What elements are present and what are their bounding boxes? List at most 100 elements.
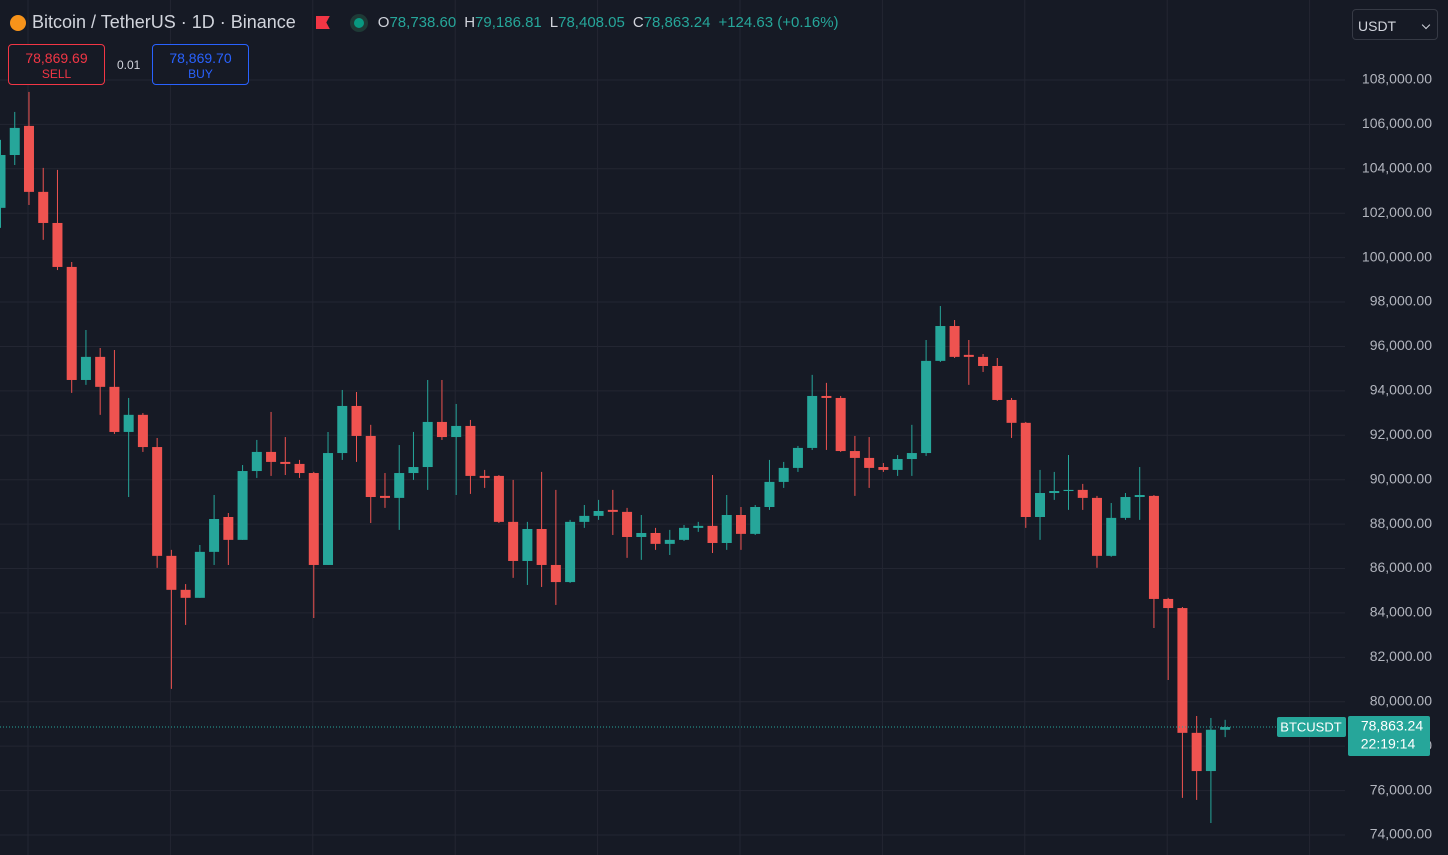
candle-body [479,475,490,478]
sell-label: SELL [41,67,72,81]
coin-icon [10,14,26,31]
candle-body [1063,489,1074,492]
ohlc-key: O [377,14,390,31]
candle-body [807,395,818,448]
candle-body [436,421,447,438]
header: Bitcoin / TetherUS · 1D · Binance O78,73… [10,12,839,33]
candle-body [892,459,903,470]
candle-body [365,435,376,498]
ohlc-value: 78,408.05 [558,14,625,31]
candle-body [821,395,832,398]
candle-body [1220,727,1231,730]
candle-body [1091,497,1102,556]
candle-body [1163,598,1174,609]
candle-body [835,397,846,452]
candle-body [0,155,6,208]
change: +124.63 (+0.16%) [718,14,839,31]
y-tick-label: 82,000.00 [1370,648,1432,664]
y-tick-label: 74,000.00 [1370,826,1432,842]
candle-body [394,473,405,498]
currency-select[interactable]: USDT [1352,9,1438,40]
candle-body [308,473,319,565]
sell-price: 78,869.69 [25,50,88,66]
candle-body [579,515,590,522]
candle-body [1049,491,1060,494]
candle-body [679,527,690,540]
candle-body [251,451,262,472]
candle-body [1148,495,1159,599]
candle-body [80,356,91,380]
candle-body [536,528,547,565]
candle-body [223,516,234,540]
candle-body [906,453,917,460]
candle-body [750,507,761,534]
candle-body [137,414,148,448]
candle-body [778,467,789,482]
candle-body [209,518,220,552]
y-tick-label: 92,000.00 [1370,426,1432,442]
y-tick-label: 86,000.00 [1370,559,1432,575]
candle-body [337,405,348,454]
candle-body [664,539,675,544]
candle-body [379,495,390,498]
ohlc-value: 78,738.60 [389,14,457,31]
candle-body [422,421,433,468]
candle-body [109,386,120,432]
candle-body [707,525,718,543]
market-status [353,17,364,28]
candle-body [38,191,49,223]
candle-body [123,414,134,432]
candle-body [721,514,732,543]
ohlc-legend: O78,738.60 H79,186.81 L78,408.05 C78,863… [378,14,839,31]
candle-body [280,461,291,464]
candle-body [294,463,305,474]
candle-body [493,475,504,522]
y-tick-label: 100,000.00 [1362,248,1432,264]
candle-body [266,451,277,462]
candle-body [323,453,334,565]
sell-button[interactable]: 78,869.69 SELL [8,44,105,85]
candle-body [764,481,775,508]
y-tick-label: 102,000.00 [1362,204,1432,220]
candle-body [963,354,974,357]
buy-price: 78,869.70 [169,50,232,66]
y-tick-label: 94,000.00 [1370,382,1432,398]
y-tick-label: 98,000.00 [1370,293,1432,309]
candle-body [607,509,618,512]
y-tick-label: 104,000.00 [1362,159,1432,175]
symbol-tag: BTCUSDT [1280,719,1341,734]
candle-body [878,467,889,470]
candle-body [921,360,932,454]
candle-body [180,589,191,598]
y-tick-label: 106,000.00 [1362,115,1432,131]
candle-body [1020,422,1031,517]
candle-body [593,511,604,516]
y-tick-label: 90,000.00 [1370,470,1432,486]
candle-body [978,356,989,366]
buy-button[interactable]: 78,869.70 BUY [152,44,249,85]
candle-body [194,551,205,598]
candle-body [650,532,661,544]
symbol-title[interactable]: Bitcoin / TetherUS · 1D · Binance [32,12,296,32]
flag-icon[interactable] [315,16,330,29]
candle-body [792,447,803,468]
candle-body [95,356,106,387]
ohlc-key: C [632,14,644,31]
candle-body [52,222,63,267]
candle-body [1205,729,1216,772]
quantity[interactable]: 0.01 [117,58,141,72]
candle-body [23,125,34,192]
symbol-tag-bg [1277,717,1346,738]
candle-body [1177,608,1188,733]
candle-body [849,451,860,458]
countdown: 22:19:14 [1361,736,1416,752]
candle-body [636,532,647,537]
price-tag: 78,863.24 [1361,718,1423,734]
ohlc-key: L [549,14,559,31]
candle-body [935,326,946,361]
candle-body [408,467,419,474]
candle-body [550,564,561,583]
candle-body [693,525,704,528]
